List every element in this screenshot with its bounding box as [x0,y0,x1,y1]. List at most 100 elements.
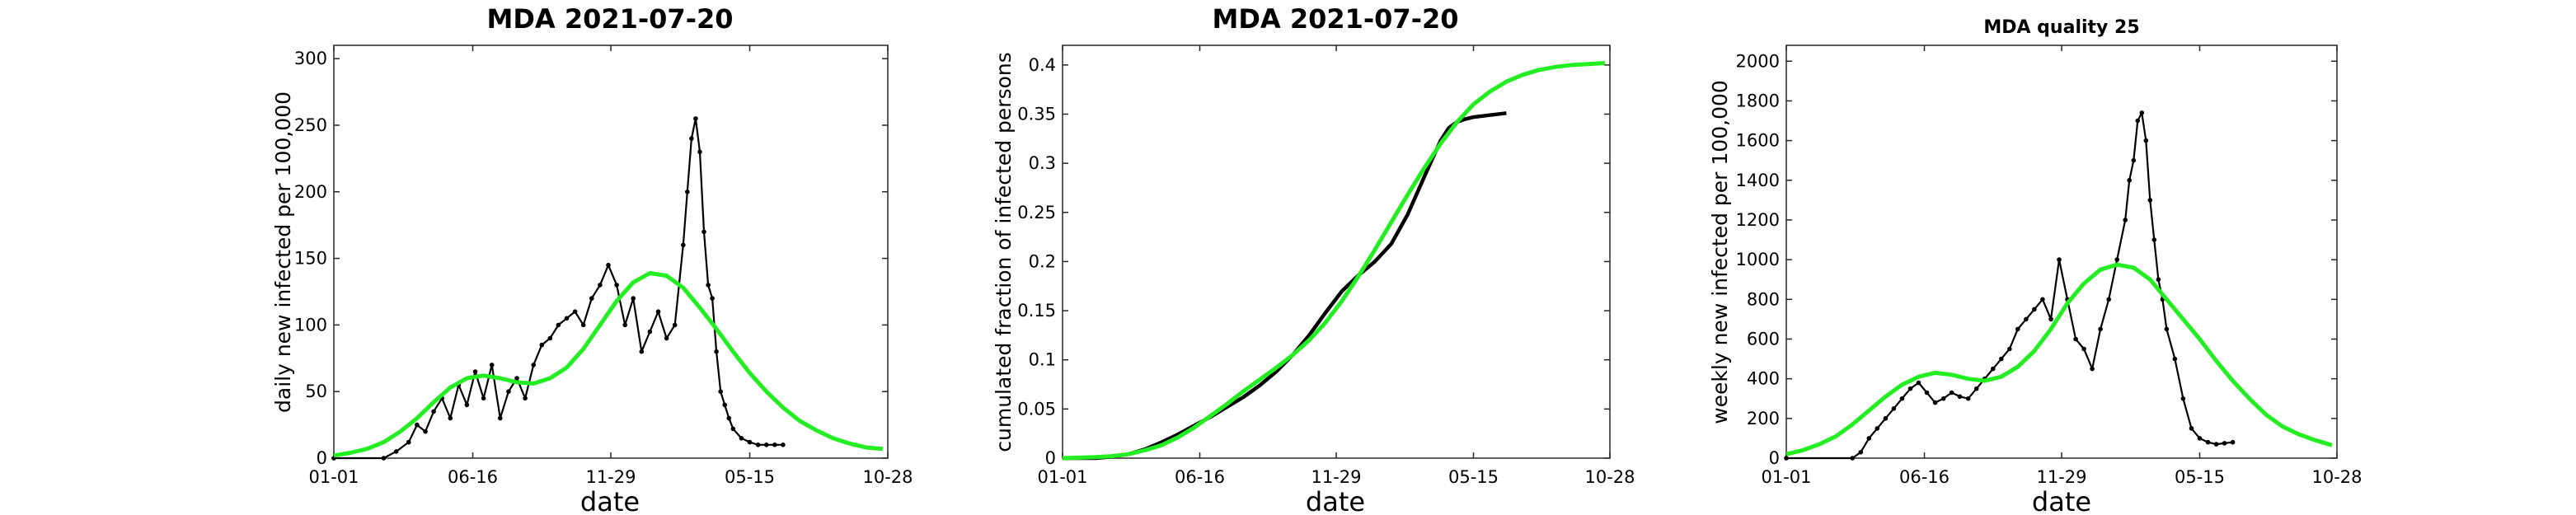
y-tick-label: 200 [294,182,327,202]
observed-point [781,442,786,447]
model-fit-line [333,270,884,458]
observed-point [547,335,553,341]
observed-point [2139,110,2145,115]
observed-point [693,116,698,121]
y-tick-label: 0.25 [1017,203,1056,222]
y-tick-label: 250 [294,115,327,135]
observed-point [1940,396,1946,401]
observed-point [506,389,511,395]
y-tick-label: 0 [317,448,327,468]
observed-point [481,396,486,401]
panel-weekly-new-infected: MDA quality 25 date weekly new infected … [1708,17,2363,515]
observed-point [664,335,669,341]
observed-point [564,316,570,321]
observed-point [718,389,723,395]
observed-point [431,409,436,414]
y-tick-label: 800 [1747,289,1780,309]
x-tick-label: 11-29 [585,467,636,487]
axes: 01-01 06-16 11-29 05-15 10-28 0 200 400 600 800 10… [1736,44,2363,487]
y-tick-label: 50 [305,382,327,401]
observed-point [1924,390,1930,396]
observed-point [2205,439,2211,445]
observed-point [722,402,727,408]
observed-point [2081,346,2086,352]
x-tick-label: 05-15 [725,467,775,487]
observed-point [631,296,636,301]
y-tick-label: 150 [294,249,327,269]
observed-point [726,415,732,421]
observed-point [572,309,578,315]
y-tick-label: 0.3 [1029,153,1056,173]
observed-point [672,322,678,328]
plot-frame [1785,44,2338,459]
data-marks [1784,110,2333,461]
observed-point [1850,456,1855,461]
x-axis-label: date [1306,486,1365,515]
x-tick-label: 05-15 [2175,467,2225,487]
panel-cumulated-fraction: MDA 2021-07-20 date cumulated fraction o… [992,3,1635,515]
y-tick-label: 0.4 [1029,55,1056,75]
x-tick-label: 06-16 [1175,467,1225,487]
observed-line [334,117,783,460]
observed-point [2114,257,2119,262]
x-tick-label: 10-28 [2311,467,2362,487]
observed-point [2024,316,2029,322]
observed-point [2131,157,2137,163]
x-tick-label: 01-01 [1037,467,1087,487]
observed-point [714,349,719,354]
y-tick-label: 1600 [1736,131,1780,151]
observed-point [1965,396,1971,401]
observed-point [514,376,519,381]
observed-point [1999,356,2004,362]
observed-point [2098,326,2103,332]
observed-point [2135,118,2141,124]
x-axis-label: date [2032,486,2091,515]
y-tick-label: 0.15 [1017,301,1056,321]
observed-point [2143,138,2149,143]
y-tick-label: 0.1 [1029,350,1056,370]
observed-point [1949,390,1954,396]
observed-point [2156,277,2161,283]
y-tick-label: 0.2 [1029,251,1056,271]
y-tick-label: 100 [294,315,327,335]
chart-title: MDA 2021-07-20 [1213,3,1459,35]
observed-point [423,428,428,434]
x-tick-label: 05-15 [1448,467,1499,487]
y-axis-label: cumulated fraction of infected persons [992,52,1016,452]
observed-point [1957,394,1963,400]
observed-point [1932,400,1938,405]
observed-point [1784,456,1789,461]
observed-point [1973,386,1979,391]
observed-point [393,449,399,454]
y-tick-label: 600 [1747,329,1780,349]
observed-point [2147,198,2153,203]
y-tick-label: 300 [294,49,327,68]
observed-point [2213,442,2219,447]
x-tick-label: 11-29 [1311,467,1361,487]
observed-point [706,283,711,288]
observed-point [655,309,661,315]
data-marks [331,116,884,461]
observed-point [2007,346,2012,352]
x-tick-label: 11-29 [2036,467,2086,487]
observed-line [1063,111,1507,461]
y-tick-label: 1000 [1736,250,1780,269]
observed-point [556,322,561,328]
observed-point [2048,316,2053,322]
observed-point [406,439,411,445]
observed-point [747,439,753,445]
observed-point [489,363,495,368]
observed-point [2230,439,2236,445]
observed-point [2151,237,2157,242]
model-fit-line [1062,61,1606,461]
panel-daily-new-infected: MDA 2021-07-20 date daily new infected p… [271,3,913,515]
observed-point [2164,326,2170,332]
data-marks [1062,61,1606,461]
model-fit-line [1785,262,2333,456]
x-tick-label: 01-01 [308,467,359,487]
y-tick-label: 1400 [1736,171,1780,190]
y-tick-label: 0 [1045,448,1056,468]
y-tick-label: 1800 [1736,91,1780,110]
observed-point [2032,307,2037,312]
x-tick-label: 10-28 [1584,467,1635,487]
